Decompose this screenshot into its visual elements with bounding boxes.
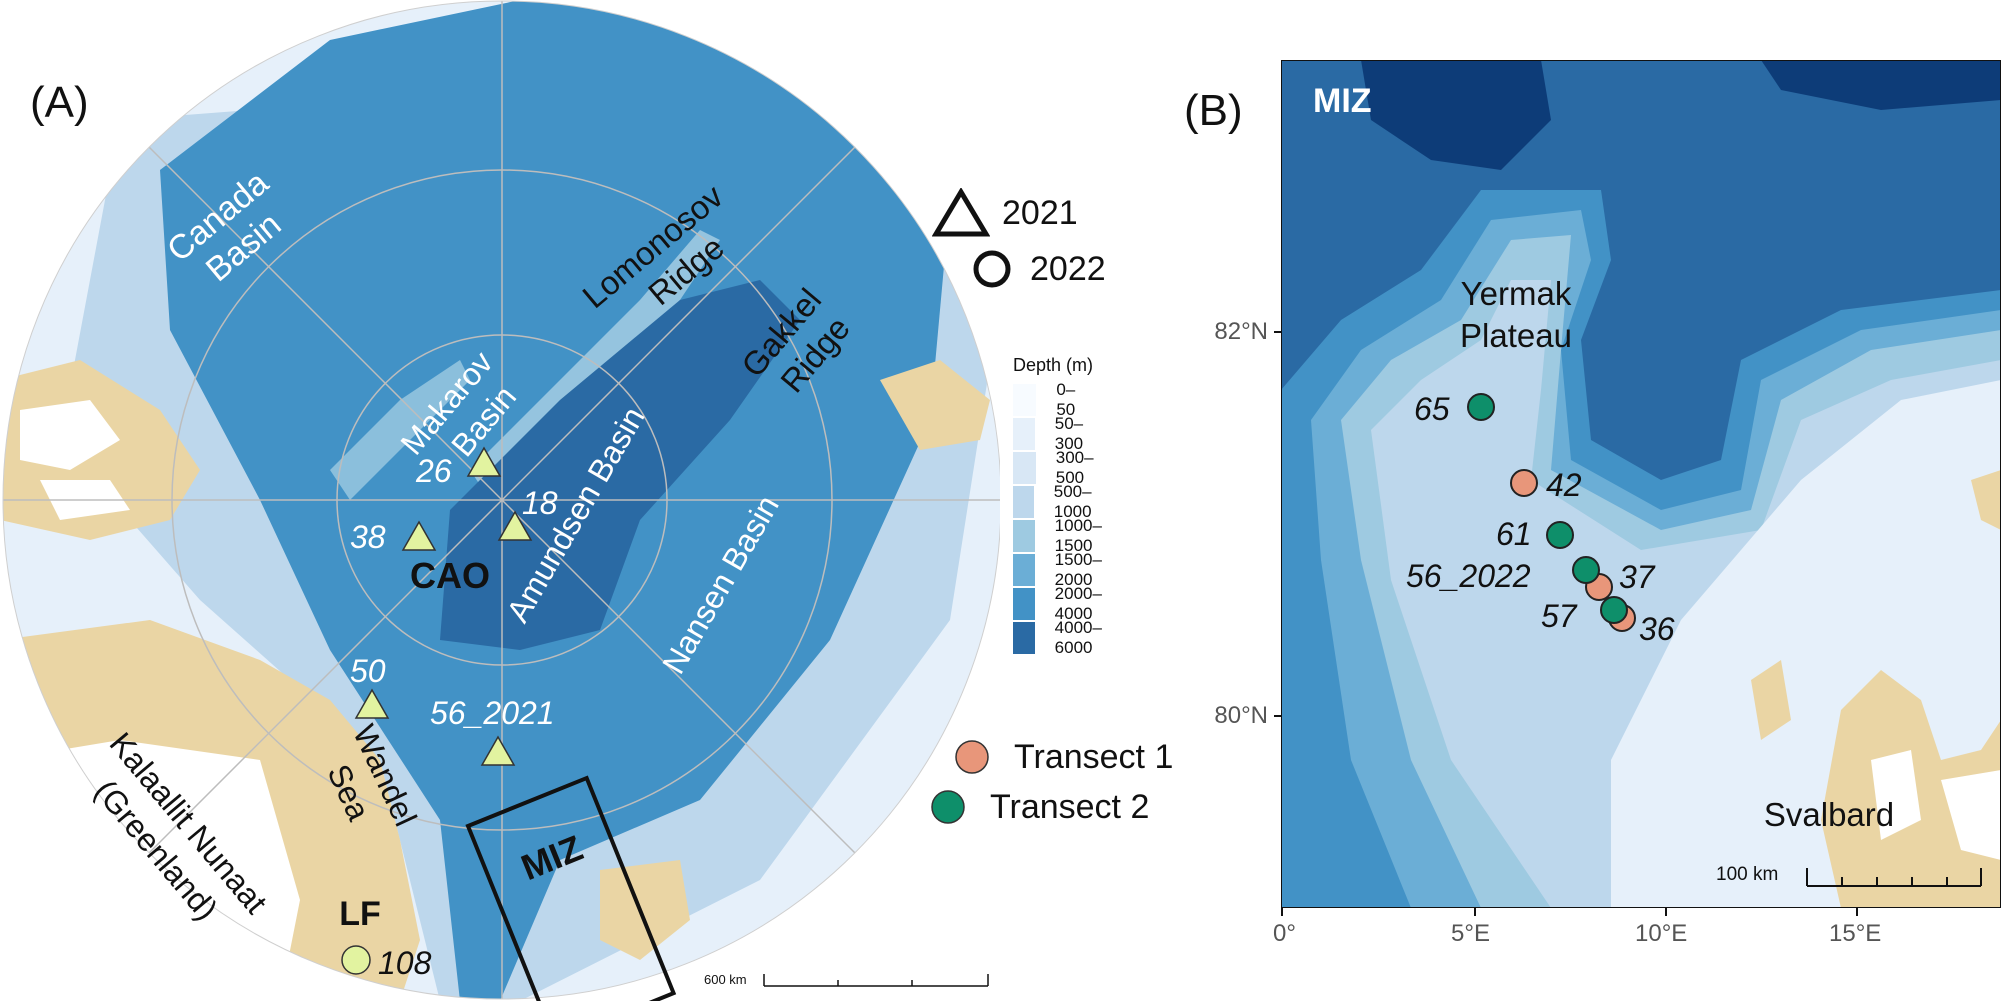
station-57-label: 57 bbox=[1541, 598, 1578, 634]
legend-item-2021: 2021 bbox=[932, 188, 1078, 238]
depth-item: 500–1000 bbox=[1013, 482, 1103, 521]
miz-region-box[interactable] bbox=[465, 775, 677, 1001]
panel-b-label: (B) bbox=[1184, 86, 1243, 135]
depth-item: 1500–2000 bbox=[1013, 550, 1112, 589]
station-18-label: 18 bbox=[522, 485, 558, 521]
station-18-marker[interactable] bbox=[497, 510, 533, 541]
station-36-label: 36 bbox=[1639, 611, 1675, 647]
station-38-label: 38 bbox=[350, 519, 386, 555]
x-axis: 0° 5°E 10°E 15°E bbox=[1273, 908, 2001, 968]
x-tick-15e: 15°E bbox=[1829, 920, 1882, 947]
station-26-marker[interactable] bbox=[466, 446, 502, 477]
circle-icon bbox=[973, 250, 1011, 288]
circle-icon bbox=[955, 740, 989, 774]
x-tick-0: 0° bbox=[1273, 920, 1296, 947]
y-axis: 82°N 80°N bbox=[1190, 0, 1282, 1001]
depth-item: 1000–1500 bbox=[1013, 516, 1112, 555]
year-legend: 2021 2022 bbox=[932, 188, 1132, 298]
station-65-marker[interactable] bbox=[1467, 393, 1495, 421]
station-56-2021-label: 56_2021 bbox=[430, 695, 555, 731]
panel-b-scale-bar bbox=[1806, 868, 1982, 887]
y-tick-80n: 80°N bbox=[1214, 702, 1268, 729]
station-65-label: 65 bbox=[1414, 391, 1450, 427]
depth-item: 50–300 bbox=[1013, 414, 1093, 453]
legend-item-2022: 2022 bbox=[972, 244, 1106, 294]
transect-legend: Transect 1 Transect 2 bbox=[928, 735, 1198, 835]
depth-item: 2000–4000 bbox=[1013, 584, 1112, 623]
arctic-polar-map: Canada Basin Lomonosov Ridge Gakkel Ridg… bbox=[2, 0, 1000, 1001]
depth-legend: Depth (m) 0–50 50–300 300–500 500–1000 1… bbox=[1013, 355, 1173, 657]
station-38-marker[interactable] bbox=[401, 520, 437, 551]
x-tick-10e: 10°E bbox=[1635, 920, 1688, 947]
depth-item: 4000–6000 bbox=[1013, 618, 1112, 657]
station-108-label: 108 bbox=[378, 945, 432, 981]
depth-legend-title: Depth (m) bbox=[1013, 355, 1094, 375]
station-56-2022-marker[interactable] bbox=[1572, 556, 1600, 584]
y-tick-82n: 82°N bbox=[1214, 318, 1268, 345]
depth-item: 300–500 bbox=[1013, 448, 1103, 487]
label-svalbard: Svalbard bbox=[1764, 796, 1894, 833]
label-yermak-plateau-2: Plateau bbox=[1460, 317, 1572, 354]
station-108-marker[interactable] bbox=[341, 945, 371, 975]
panel-a-scale-bar: 600 km bbox=[704, 972, 990, 992]
station-57-marker[interactable] bbox=[1600, 596, 1628, 624]
panel-b-scale-label: 100 km bbox=[1716, 864, 1778, 885]
station-56-2022-label: 56_2022 bbox=[1406, 558, 1531, 594]
station-37-label: 37 bbox=[1619, 559, 1656, 595]
panel-a-label: (A) bbox=[30, 78, 89, 127]
station-50-label: 50 bbox=[350, 653, 386, 689]
station-50-marker[interactable] bbox=[354, 688, 390, 719]
legend-item-transect-2: Transect 2 bbox=[928, 785, 1149, 829]
station-61-marker[interactable] bbox=[1546, 521, 1574, 549]
station-56-2021-marker[interactable] bbox=[480, 735, 516, 766]
station-61-label: 61 bbox=[1496, 516, 1532, 552]
panel-b-title: MIZ bbox=[1313, 82, 1372, 120]
label-cao: CAO bbox=[410, 555, 490, 596]
depth-item: 0–50 bbox=[1013, 380, 1084, 419]
scale-bar-label: 600 km bbox=[704, 972, 747, 987]
label-yermak-plateau: Yermak bbox=[1461, 275, 1572, 312]
legend-item-transect-1: Transect 1 bbox=[952, 735, 1173, 779]
station-42-marker[interactable] bbox=[1510, 469, 1538, 497]
triangle-icon bbox=[932, 188, 990, 237]
circle-icon bbox=[931, 790, 965, 824]
station-26-label: 26 bbox=[415, 453, 452, 489]
x-tick-5e: 5°E bbox=[1451, 920, 1490, 947]
station-42-label: 42 bbox=[1546, 467, 1582, 503]
label-lf: LF bbox=[339, 895, 381, 933]
miz-detail-map: MIZ Yermak Plateau Svalbard 65 42 61 56_… bbox=[1281, 60, 2001, 908]
